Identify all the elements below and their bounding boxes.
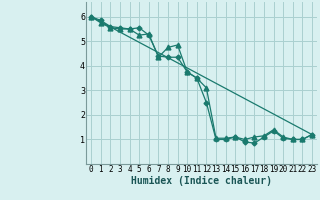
X-axis label: Humidex (Indice chaleur): Humidex (Indice chaleur) <box>131 176 272 186</box>
